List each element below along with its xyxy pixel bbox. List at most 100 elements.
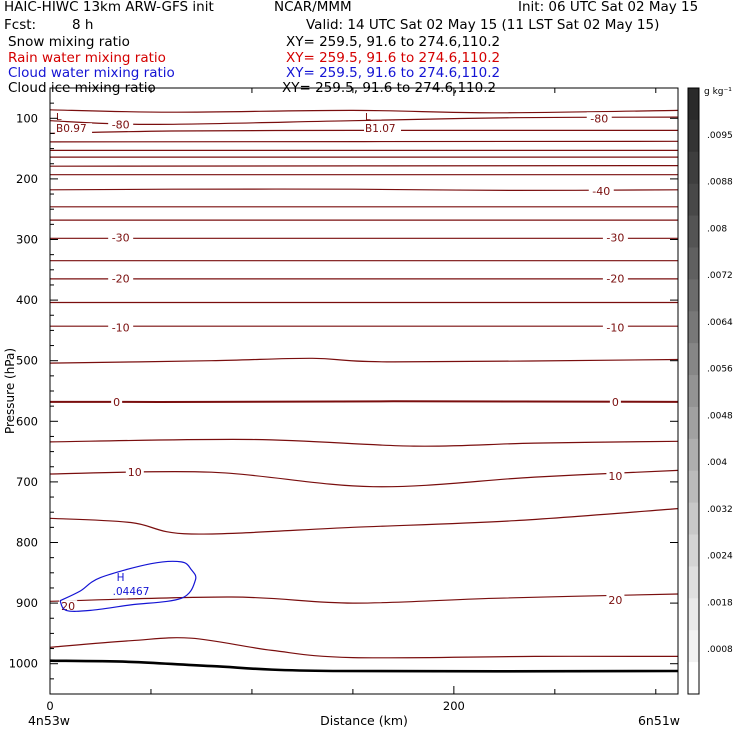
y-tick-label: 800 <box>16 536 38 550</box>
colorbar-segment <box>688 630 699 663</box>
temperature-label-bg <box>108 272 134 285</box>
colorbar-label: .0008 <box>707 645 733 655</box>
field-snow-name: Snow mixing ratio <box>8 34 130 50</box>
y-axis-label: Pressure (hPa) <box>3 348 17 434</box>
temperature-label: -10 <box>112 321 130 334</box>
temperature-contour-line <box>49 357 679 364</box>
temperature-contour-line <box>49 140 679 143</box>
fcst-label: Fcst: <box>4 17 37 33</box>
fcst-value: 8 h <box>72 17 94 33</box>
field-rain-name: Rain water mixing ratio <box>8 50 166 66</box>
colorbar-segment <box>688 183 699 217</box>
temperature-label-bg <box>108 231 134 244</box>
temperature-contour-line <box>49 400 679 403</box>
cloud-water-outline <box>59 560 197 612</box>
colorbar-label: .0088 <box>707 178 733 188</box>
field-cloudwater-xy: XY= 259.5, 91.6 to 274.6,110.2 <box>286 65 501 81</box>
y-tick-label: 500 <box>16 354 38 368</box>
colorbar-segment <box>688 311 699 344</box>
colorbar-segment <box>688 343 699 376</box>
temperature-contour-line <box>49 116 679 126</box>
header-init: Init: 06 UTC Sat 02 May 15 <box>518 0 699 15</box>
extremum-label-bg <box>55 123 93 135</box>
temperature-contour-line <box>49 469 679 488</box>
colorbar-units: g kg⁻¹ <box>704 87 732 97</box>
cloud-water-contour: H .04467 <box>59 560 197 612</box>
cloud-water-max-label: .04467 <box>113 586 150 598</box>
colorbar-frame <box>687 87 700 695</box>
header-line1-mid: NCAR/MMM <box>274 0 352 15</box>
colorbar-segment <box>688 566 699 599</box>
temperature-label: -80 <box>590 112 608 125</box>
colorbar-segment <box>688 438 699 472</box>
temperature-label-bg <box>108 118 134 131</box>
temperature-label: -80 <box>112 118 130 131</box>
y-tick-label: 1000 <box>9 657 38 671</box>
field-rain-xy: XY= 259.5, 91.6 to 274.6,110.2 <box>286 50 501 66</box>
colorbar-segment <box>688 470 699 504</box>
temperature-label-bg <box>606 469 625 482</box>
colorbar-segment <box>688 375 699 408</box>
cloud-water-max-marker: H <box>117 572 125 584</box>
y-tick-label: 400 <box>16 293 38 307</box>
header-line1-left: HAIC-HIWC 13km ARW-GFS init <box>4 0 214 15</box>
colorbar-segment <box>688 406 699 440</box>
x-tick-label: 200 <box>443 699 465 713</box>
y-tick-label: 600 <box>16 414 38 428</box>
x-axis-label: Distance (km) <box>320 713 408 728</box>
temperature-contour-line <box>49 165 679 167</box>
x-tick-label: 0 <box>46 699 53 713</box>
y-tick-label: 100 <box>16 111 38 125</box>
temperature-label: -30 <box>606 232 624 245</box>
temperature-label: 10 <box>608 470 622 483</box>
colorbar-segment <box>688 279 699 312</box>
temperature-contour-line <box>49 438 679 447</box>
temperature-label: 0 <box>612 396 619 409</box>
temperature-label: -30 <box>112 232 130 245</box>
colorbar-segment <box>688 534 699 567</box>
y-tick-label: 900 <box>16 596 38 610</box>
temperature-label-bg <box>125 466 144 479</box>
temperature-label: 0 <box>113 396 120 409</box>
colorbar-label: .0056 <box>707 365 733 375</box>
temperature-label-bg <box>588 185 614 198</box>
valid-time: Valid: 14 UTC Sat 02 May 15 (11 LST Sat … <box>306 17 660 33</box>
extremum-label-bg <box>364 123 402 135</box>
field-snow-xy: XY= 259.5, 91.6 to 274.6,110.2 <box>286 34 501 50</box>
x-endpoint-left: 4n53w <box>28 713 70 728</box>
colorbar-label: .0048 <box>707 411 733 421</box>
colorbar-segment <box>688 502 699 536</box>
colorbar-label: .008 <box>707 224 727 234</box>
colorbar: .0095 .0088 .008 .0072 .0064 .0056 .0048 .004 .0… <box>687 87 733 695</box>
temperature-contour-line <box>49 593 679 604</box>
temperature-contour-line <box>49 188 679 192</box>
colorbar-segment <box>688 215 699 248</box>
y-tick-label: 200 <box>16 172 38 186</box>
temperature-label-bg <box>586 112 612 125</box>
temperature-contour-line <box>49 109 679 114</box>
x-endpoint-right: 6n51w <box>638 713 680 728</box>
extremum-marker: L <box>56 112 62 123</box>
temperature-label: -40 <box>592 185 610 198</box>
colorbar-segment <box>688 88 699 121</box>
temperature-contour-line <box>49 129 678 134</box>
y-tick-label: 700 <box>16 475 38 489</box>
temperature-label-bg <box>606 594 625 607</box>
colorbar-label: .0018 <box>707 598 733 608</box>
extremum-marker: L <box>365 112 371 123</box>
y-tick-label: 300 <box>16 233 38 247</box>
extremum-label: B1.07 <box>365 123 396 135</box>
colorbar-label: .0024 <box>707 552 733 562</box>
colorbar-segment <box>688 662 699 695</box>
temperature-label: -10 <box>606 321 624 334</box>
colorbar-segment <box>688 598 699 631</box>
temperature-label-bg <box>602 272 628 285</box>
temperature-label: -20 <box>606 272 624 285</box>
colorbar-label: .004 <box>707 458 727 468</box>
colorbar-label: .0032 <box>707 505 733 515</box>
temperature-contour-line <box>49 508 679 535</box>
colorbar-label: .0072 <box>707 271 733 281</box>
